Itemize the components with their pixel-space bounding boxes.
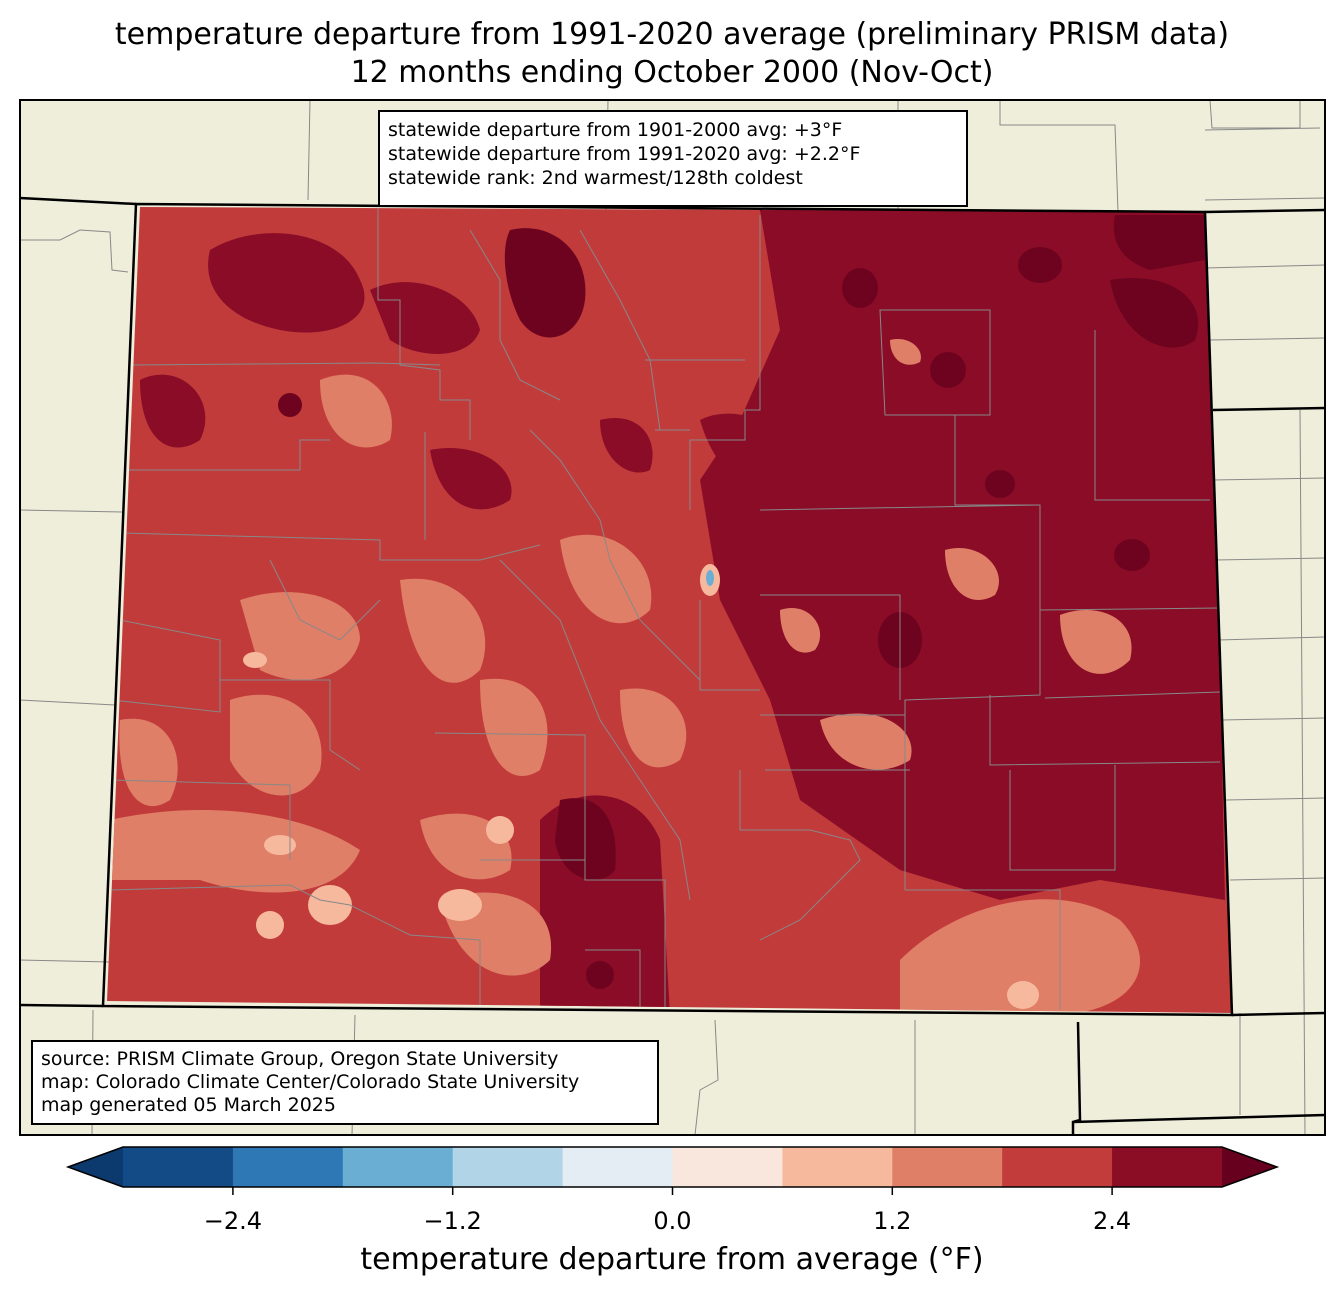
colorbar-segment bbox=[892, 1147, 1003, 1187]
colorbar-tick-label: 0.0 bbox=[653, 1207, 692, 1235]
statewide-stats-box: statewide departure from 1901-2000 avg: … bbox=[378, 110, 968, 207]
stats-line-1991-2020: statewide departure from 1991-2020 avg: … bbox=[388, 143, 861, 165]
state-boundaries bbox=[19, 196, 1326, 1135]
colorbar-tick-label: 1.2 bbox=[873, 1207, 912, 1235]
colorbar-segment bbox=[782, 1147, 893, 1187]
colorbar-segment bbox=[672, 1147, 783, 1187]
colorbar bbox=[65, 1146, 1280, 1195]
colorbar-extend-low bbox=[68, 1147, 123, 1187]
colorbar-tick-label: −1.2 bbox=[423, 1207, 482, 1235]
map-frame bbox=[19, 99, 1326, 1136]
colorbar-outline bbox=[65, 1146, 1280, 1188]
colorbar-label: temperature departure from average (°F) bbox=[360, 1242, 984, 1277]
colorbar-segment bbox=[1002, 1147, 1113, 1187]
credits-generated: map generated 05 March 2025 bbox=[41, 1094, 336, 1116]
colorbar-segment bbox=[452, 1147, 564, 1187]
colorbar-tick-label: −2.4 bbox=[203, 1207, 263, 1235]
stats-line-rank: statewide rank: 2nd warmest/128th coldes… bbox=[388, 167, 803, 189]
colorbar-segment bbox=[123, 1147, 234, 1187]
map-title: temperature departure from 1991-2020 ave… bbox=[114, 17, 1230, 52]
credits-box: source: PRISM Climate Group, Oregon Stat… bbox=[31, 1040, 659, 1125]
map-subtitle: 12 months ending October 2000 (Nov-Oct) bbox=[350, 55, 994, 90]
colorbar-extend-high bbox=[1222, 1147, 1277, 1187]
colorbar-segment bbox=[232, 1147, 344, 1187]
stats-line-1901-2000: statewide departure from 1901-2000 avg: … bbox=[388, 119, 843, 141]
colorbar-segment bbox=[1112, 1147, 1223, 1187]
credits-map: map: Colorado Climate Center/Colorado St… bbox=[41, 1071, 580, 1093]
credits-source: source: PRISM Climate Group, Oregon Stat… bbox=[41, 1048, 559, 1070]
county-lines bbox=[109, 208, 1221, 1010]
colorbar-segment bbox=[562, 1147, 673, 1187]
colorbar-tick-label: 2.4 bbox=[1093, 1207, 1132, 1235]
colorbar-segment bbox=[342, 1147, 454, 1187]
